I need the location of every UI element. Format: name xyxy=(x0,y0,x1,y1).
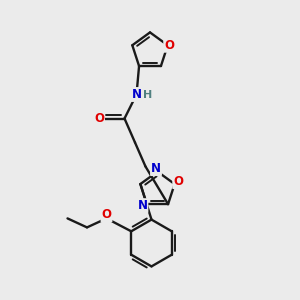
Text: O: O xyxy=(94,112,104,125)
Text: N: N xyxy=(151,162,161,175)
Text: H: H xyxy=(143,89,152,100)
Text: O: O xyxy=(164,39,174,52)
Text: N: N xyxy=(131,88,142,101)
Text: O: O xyxy=(173,175,183,188)
Text: O: O xyxy=(101,208,112,221)
Text: N: N xyxy=(137,199,147,212)
